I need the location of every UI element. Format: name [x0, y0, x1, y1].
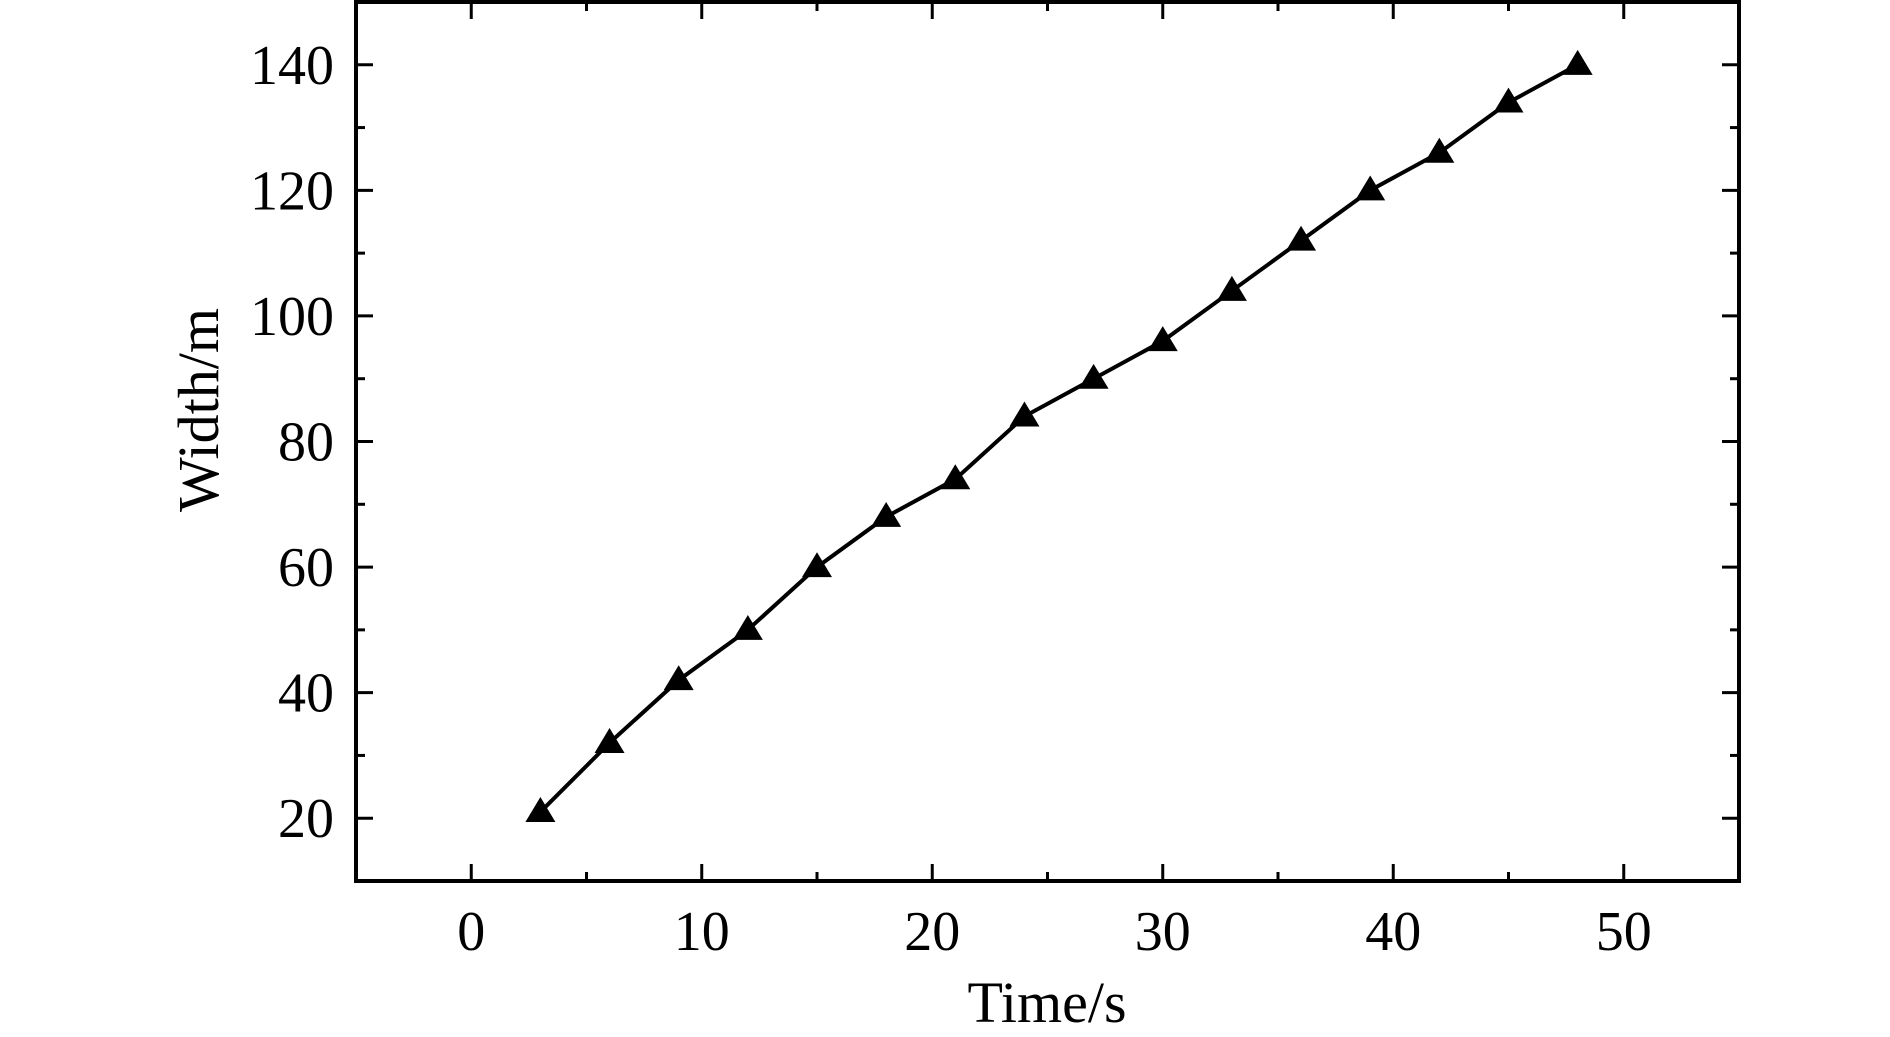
y-tick-label: 140 [250, 35, 334, 97]
data-point-marker [802, 552, 832, 578]
y-tick-labels: 20 40 60 80 100 120 140 [250, 35, 334, 850]
x-tick-label: 0 [457, 901, 485, 963]
data-point-marker [1493, 87, 1524, 113]
data-point-marker [732, 614, 763, 640]
data-point-marker [1078, 363, 1109, 389]
y-tick-label: 60 [278, 537, 334, 599]
major-ticks [356, 2, 1739, 881]
y-tick-label: 20 [278, 788, 334, 850]
data-point-marker [1355, 175, 1386, 201]
x-tick-label: 10 [674, 901, 730, 963]
x-axis-label: Time/s [967, 970, 1126, 1035]
plot-frame [354, 0, 1741, 883]
y-axis-label: Width/m [166, 308, 231, 512]
y-tick-label: 100 [250, 286, 334, 348]
data-point-marker [1286, 225, 1317, 251]
y-tick-label: 120 [250, 160, 334, 222]
data-point-marker [663, 665, 694, 691]
minor-ticks [356, 2, 1739, 881]
data-point-marker [1147, 326, 1178, 352]
data-point-marker [871, 501, 902, 527]
x-tick-label: 30 [1135, 901, 1191, 963]
x-tick-labels: 0 10 20 30 40 50 [457, 901, 1652, 963]
y-tick-label: 80 [278, 412, 334, 474]
data-point-marker [1562, 49, 1593, 75]
data-point-marker [1216, 275, 1247, 301]
data-point-marker [940, 464, 971, 490]
data-point-marker [1424, 137, 1455, 163]
x-tick-label: 50 [1596, 901, 1652, 963]
series-markers [525, 49, 1593, 823]
data-point-marker [525, 797, 556, 823]
series-line [538, 63, 1579, 814]
x-tick-label: 20 [904, 901, 960, 963]
data-point-marker [594, 727, 625, 753]
data-point-marker [1009, 401, 1040, 427]
x-tick-label: 40 [1365, 901, 1421, 963]
y-tick-label: 40 [278, 663, 334, 725]
